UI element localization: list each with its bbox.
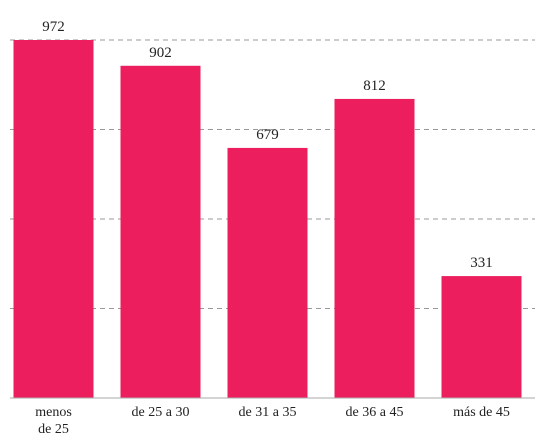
x-tick-label: más de 45 [453,405,510,420]
x-tick-label: de 36 a 45 [345,405,404,420]
bar [227,147,308,398]
bar [13,40,94,398]
bar [334,98,415,398]
x-tick-label: de 25 a 30 [131,405,190,420]
bar [120,65,201,398]
value-label: 812 [363,78,386,94]
x-tick-label: menos de 25 [35,405,72,437]
bar [441,276,522,398]
x-tick-label: de 31 a 35 [238,405,297,420]
value-label: 972 [42,19,65,35]
value-label: 331 [470,255,493,271]
value-label: 902 [149,45,172,61]
value-label: 679 [256,127,279,143]
